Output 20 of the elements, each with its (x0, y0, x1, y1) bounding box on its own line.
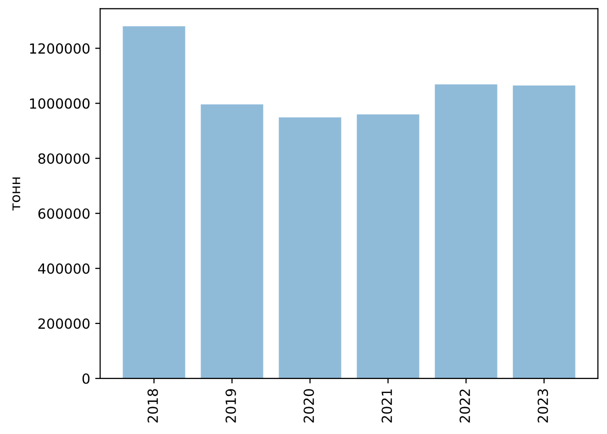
x-tick-label: 2022 (460, 390, 470, 422)
bar (512, 85, 576, 378)
y-tick-label: 400000 (38, 263, 90, 274)
y-tick-label: 0 (82, 373, 90, 384)
y-tick-label: 800000 (38, 153, 90, 164)
y-axis-title: тонн (12, 177, 20, 211)
x-tick-label: 2019 (226, 389, 236, 422)
bar (200, 104, 264, 378)
y-tick-label: 1200000 (30, 43, 90, 54)
bar (278, 117, 342, 378)
x-tick-label: 2023 (538, 389, 548, 422)
y-tick-label: 200000 (38, 318, 90, 329)
x-tick-label: 2020 (304, 389, 314, 422)
y-tick-label: 600000 (38, 208, 90, 219)
bar (434, 84, 498, 378)
bar (356, 114, 420, 378)
x-tick-label: 2021 (382, 389, 392, 422)
x-tick-label: 2018 (148, 389, 158, 422)
bar (122, 26, 186, 378)
y-tick-label: 1000000 (30, 98, 90, 109)
